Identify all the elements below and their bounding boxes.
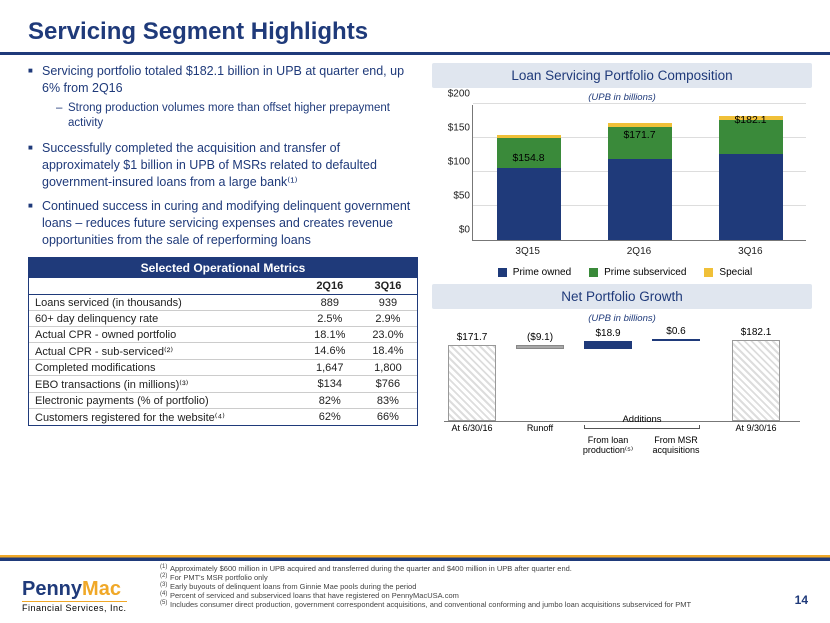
footnote: (2)For PMT's MSR portfolio only [160,573,800,582]
table-row: Actual CPR - owned portfolio18.1%23.0% [29,327,417,343]
table-row: Loans serviced (in thousands)889939 [29,295,417,311]
right-column: Loan Servicing Portfolio Composition (UP… [432,63,812,456]
footnote: (3)Early buyouts of delinquent loans fro… [160,582,800,591]
table-header: 3Q16 [359,278,417,295]
footer-rule [0,555,830,561]
table-row: Actual CPR - sub-serviced⁽²⁾14.6%18.4% [29,343,417,360]
left-column: Servicing portfolio totaled $182.1 billi… [28,63,418,456]
metrics-table-wrap: Selected Operational Metrics 2Q163Q16 Lo… [28,257,418,426]
page-number: 14 [795,593,808,607]
metrics-table: 2Q163Q16 Loans serviced (in thousands)88… [29,278,417,425]
waterfall-bar [732,340,780,421]
chart2-subtitle: (UPB in billions) [432,313,812,324]
sub-bullet: Strong production volumes more than offs… [42,101,418,132]
table-header [29,278,301,295]
bullet-item: Successfully completed the acquisition a… [28,140,418,191]
bullet-list: Servicing portfolio totaled $182.1 billi… [28,63,418,249]
table-title: Selected Operational Metrics [29,258,417,278]
chart1-title: Loan Servicing Portfolio Composition [432,63,812,88]
table-row: 60+ day delinquency rate2.5%2.9% [29,311,417,327]
slide-title: Servicing Segment Highlights [0,0,830,46]
content-area: Servicing portfolio totaled $182.1 billi… [0,55,830,456]
footnote: (4)Percent of serviced and subserviced l… [160,591,800,600]
table-row: Customers registered for the website⁽⁴⁾6… [29,409,417,426]
logo-text-2: Mac [82,578,121,600]
logo-text-1: Penny [22,578,82,600]
table-row: EBO transactions (in millions)⁽³⁾$134$76… [29,376,417,393]
waterfall-bar [448,345,496,421]
chart1-subtitle: (UPB in billions) [432,92,812,103]
bar-column: $154.8 [497,135,561,240]
waterfall-chart: $171.7($9.1)$18.9$0.6$182.1Additions At … [438,326,806,456]
stacked-bar-chart: $0$50$100$150$200 $154.8$171.7$182.1 3Q1… [438,105,806,265]
footnote: (5)Includes consumer direct production, … [160,600,800,609]
footnote: (1)Approximately $600 million in UPB acq… [160,564,800,573]
logo: PennyMac Financial Services, Inc. [22,578,127,613]
bullet-item: Servicing portfolio totaled $182.1 billi… [28,63,418,132]
bullet-item: Continued success in curing and modifyin… [28,198,418,249]
chart1-legend: Prime ownedPrime subservicedSpecial [432,267,812,278]
footnotes: (1)Approximately $600 million in UPB acq… [160,564,800,609]
waterfall-bar [584,341,632,349]
table-row: Electronic payments (% of portfolio)82%8… [29,393,417,409]
table-header: 2Q16 [301,278,359,295]
bar-column: $182.1 [719,116,783,240]
waterfall-bar [652,339,700,341]
table-row: Completed modifications1,6471,800 [29,360,417,376]
bar-column: $171.7 [608,123,672,240]
chart2-title: Net Portfolio Growth [432,284,812,309]
logo-subtext: Financial Services, Inc. [22,601,127,613]
waterfall-bar [516,345,564,349]
